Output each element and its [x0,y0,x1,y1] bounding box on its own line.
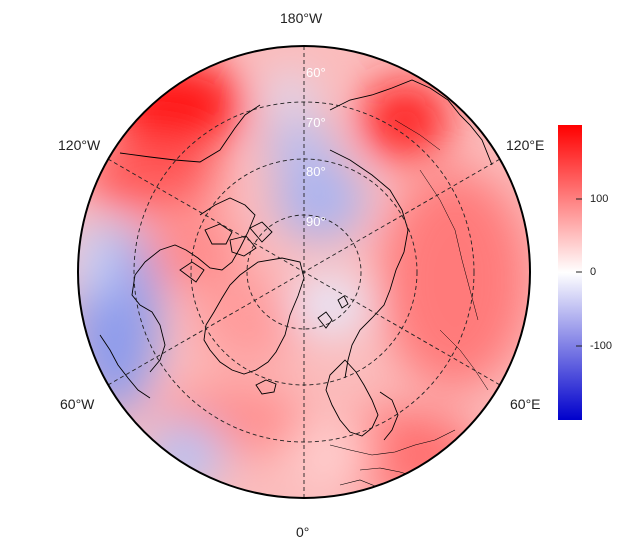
colorbar-label-100: 100 [590,193,609,205]
svalbard-outline [317,295,349,329]
meridian-120w-60e [107,158,501,386]
graticule [107,46,501,498]
lon-label-60w: 60°W [60,396,95,412]
iceland-outline [255,379,277,395]
lon-label-120w: 120°W [58,137,101,153]
north-america-coast [99,104,261,399]
eurasia-coast [329,79,493,379]
colorbar-label-neg100: -100 [590,340,613,352]
lon-label-0: 0° [296,524,310,540]
lon-label-180w: 180°W [280,10,323,26]
lat-label-80: 80° [306,164,326,179]
greenland-outline [203,257,305,375]
scandinavia-outline [325,359,399,441]
colorbar-ticks [576,198,582,347]
lat-label-60: 60° [306,65,326,80]
lon-label-60e: 60°E [510,396,541,412]
anomaly-field [78,46,530,498]
lat-label-70: 70° [306,115,326,130]
lon-label-120e: 120°E [506,137,545,153]
canadian-islands [179,221,273,283]
latitude-labels: 90° 80° 70° 60° [306,65,326,229]
map-border [77,45,531,499]
lat-label-90: 90° [306,214,326,229]
colorbar-label-0: 0 [590,266,597,278]
